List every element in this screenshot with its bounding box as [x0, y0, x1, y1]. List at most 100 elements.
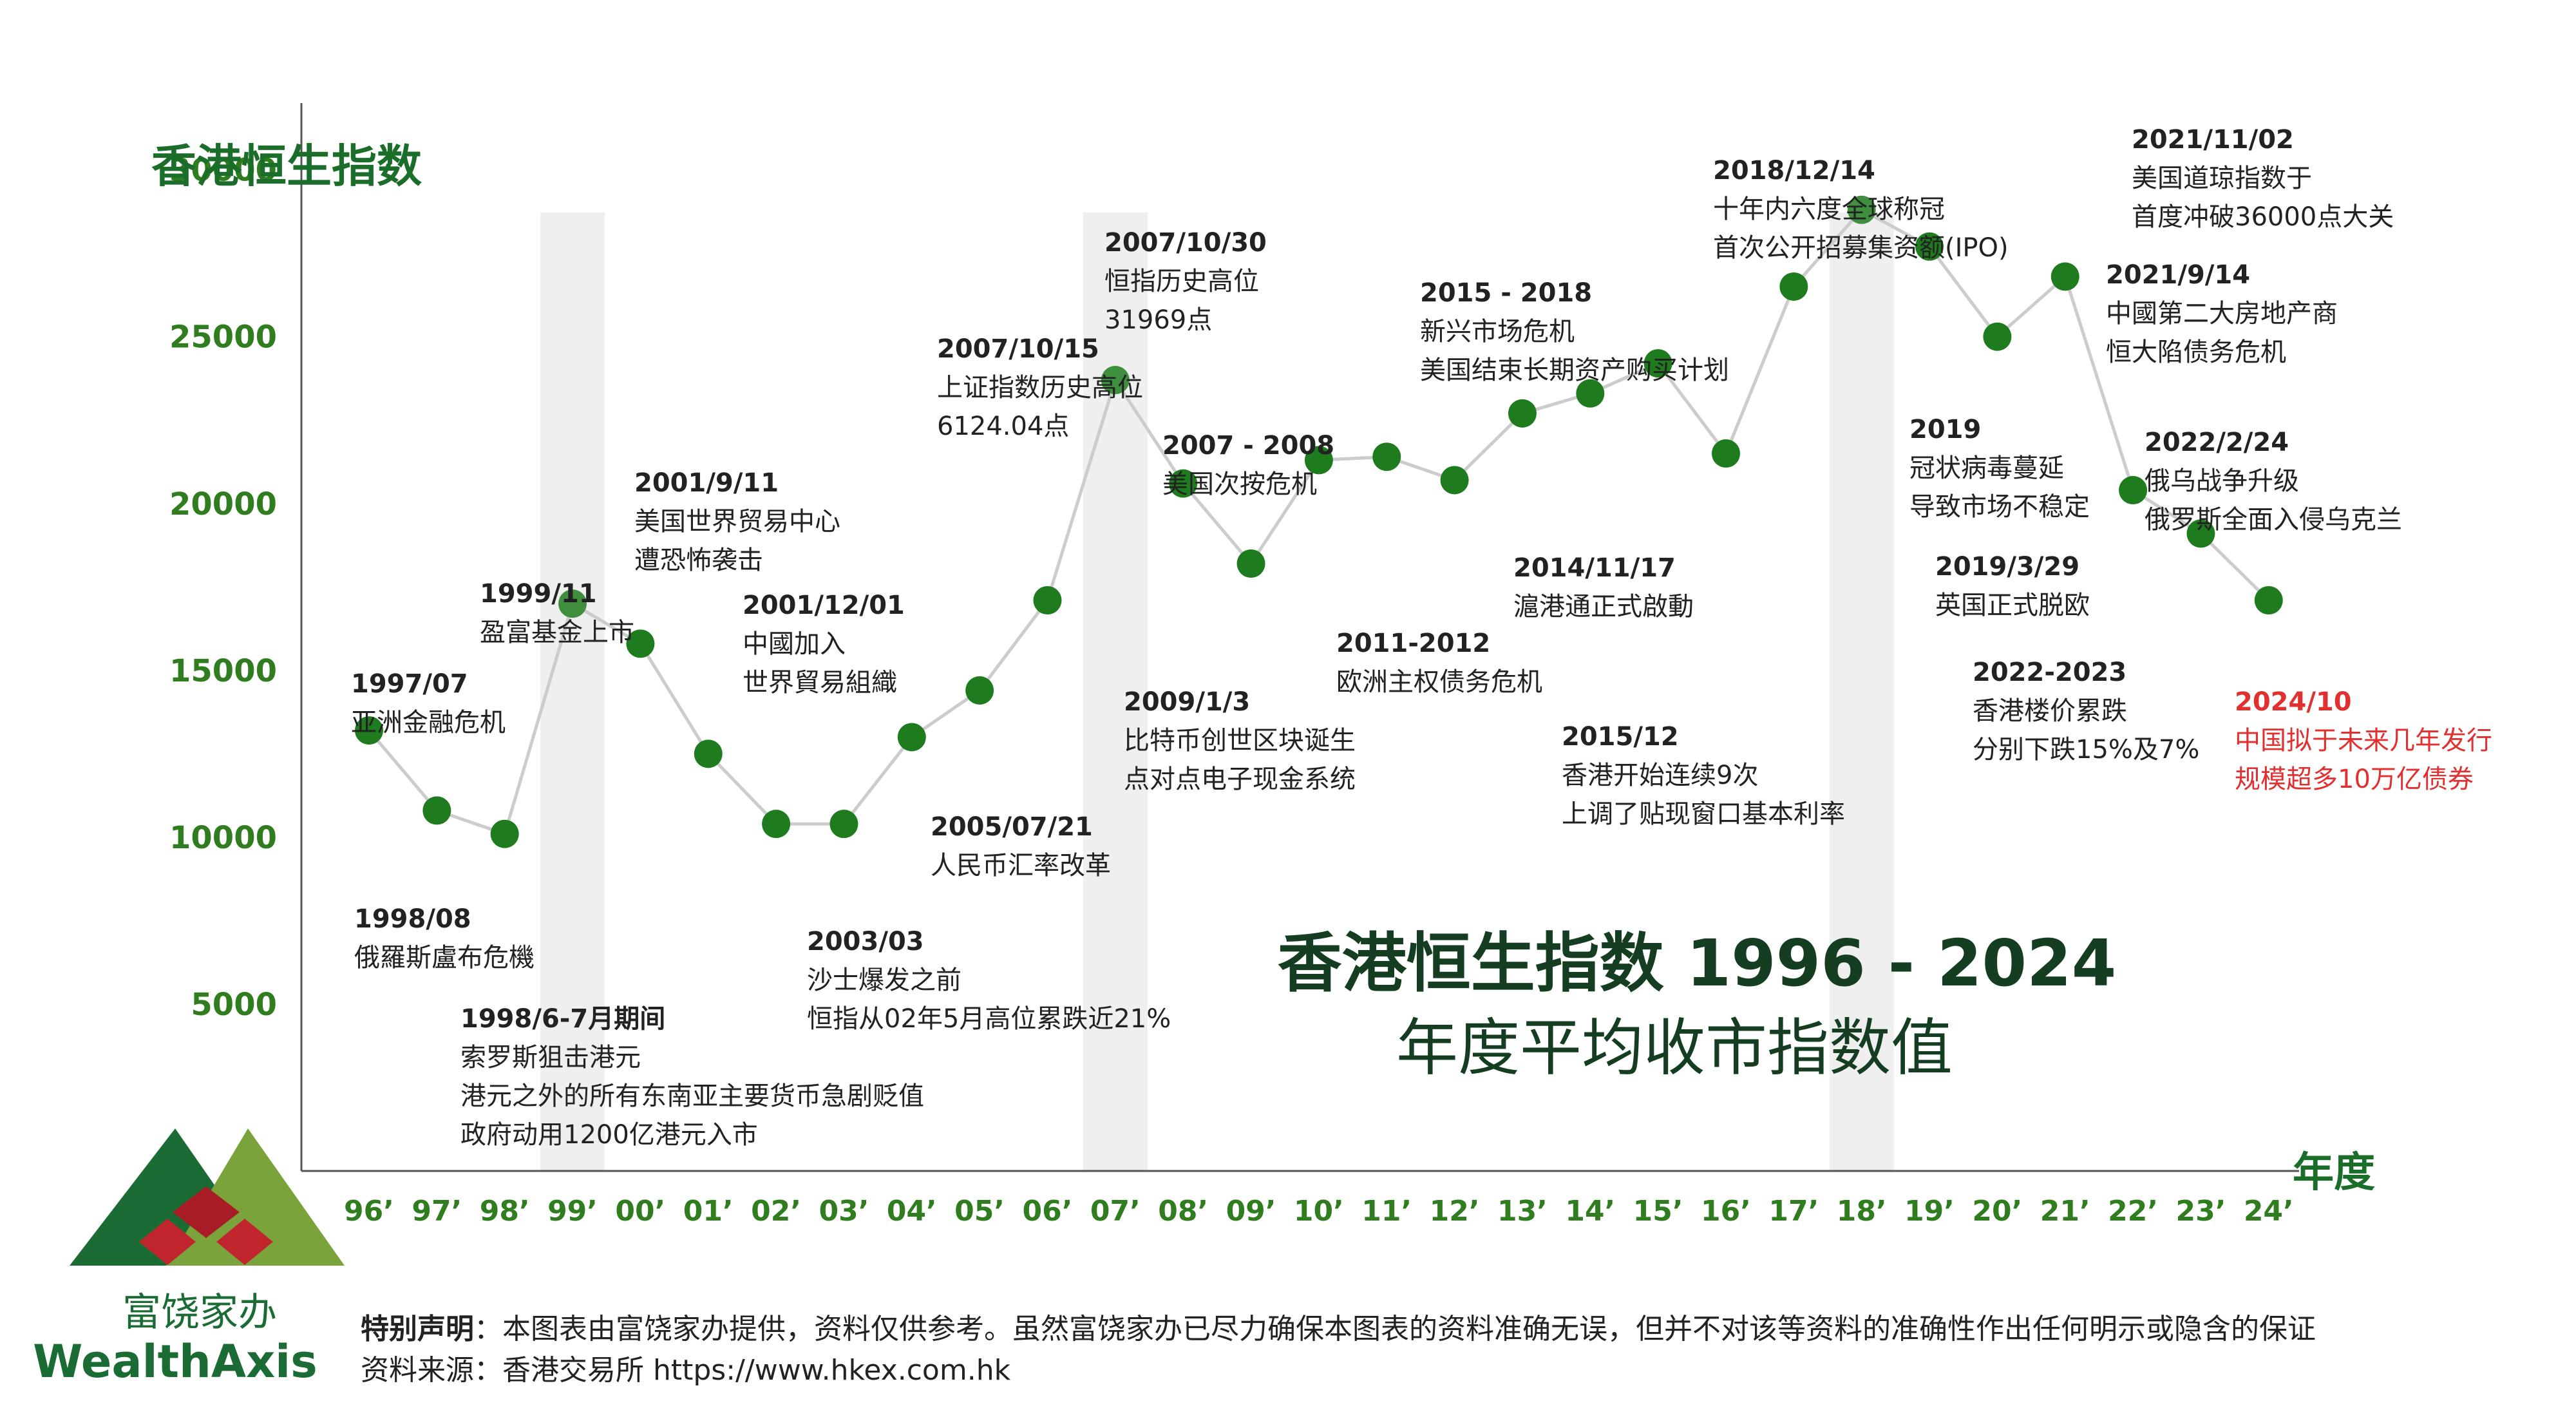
annotation-text: 沙士爆发之前	[807, 965, 961, 995]
data-point-7	[829, 810, 858, 839]
y-tick-label-4: 25000	[169, 319, 277, 356]
y-tick-label-5: 30000	[169, 153, 277, 189]
x-tick-label-24: 20’	[1972, 1195, 2022, 1228]
data-point-23	[1915, 232, 1944, 261]
annotation-text: 香港开始连续9次	[1562, 761, 1758, 790]
data-point-5	[694, 739, 723, 768]
x-tick-label-21: 17’	[1768, 1195, 1819, 1228]
data-point-1	[422, 796, 451, 825]
annotation-date: 2018/12/14	[1713, 156, 1875, 185]
x-tick-label-17: 13’	[1497, 1195, 1548, 1228]
annotation-date: 1999/11	[480, 579, 597, 609]
x-tick-label-6: 02’	[751, 1195, 801, 1228]
data-point-4	[626, 629, 655, 658]
annotation-text: 滬港通正式啟動	[1513, 592, 1694, 622]
x-tick-label-2: 98’	[480, 1195, 530, 1228]
y-tick-label-3: 20000	[169, 486, 277, 522]
y-tick-label-2: 15000	[169, 653, 277, 689]
chart-subtitle: 年度平均收市指数值	[1396, 1012, 1953, 1084]
annotation-text: 政府动用1200亿港元入市	[460, 1120, 758, 1150]
annotation-date: 2021/11/02	[2132, 125, 2294, 155]
annotation-text: 香港楼价累跌	[1973, 696, 2127, 726]
x-axis-title: 年度	[2293, 1149, 2375, 1197]
annotation-text: 世界貿易組織	[743, 668, 897, 698]
annotation-text: 中国拟于未来几年发行	[2235, 726, 2492, 756]
annotation-text: 分别下跌15%及7%	[1973, 735, 2199, 765]
annotation-date: 2007/10/30	[1104, 228, 1267, 258]
data-point-2	[490, 819, 519, 848]
x-tick-label-13: 09’	[1226, 1195, 1276, 1228]
x-tick-label-12: 08’	[1158, 1195, 1208, 1228]
annotation-date: 2021/9/14	[2106, 260, 2250, 290]
data-point-8	[897, 723, 926, 752]
annotation-13: 2014/11/17 滬港通正式啟動	[1513, 553, 1694, 622]
annotation-date: 2011-2012	[1336, 629, 1490, 658]
y-tick-labels: 5000 10000 15000 20000 25000 30000	[169, 153, 277, 1023]
data-point-0	[355, 716, 383, 745]
annotation-text: 比特币创世区块诞生	[1124, 726, 1356, 756]
x-tick-label-27: 23’	[2175, 1195, 2226, 1228]
x-tick-label-25: 21’	[2040, 1195, 2090, 1228]
annotation-date: 2014/11/17	[1513, 553, 1676, 583]
axes	[300, 103, 2299, 1172]
annotation-text: 恒指历史高位	[1104, 267, 1259, 296]
data-point-26	[2119, 476, 2148, 505]
x-tick-label-26: 22’	[2108, 1195, 2158, 1228]
annotation-text: 6124.04点	[937, 412, 1069, 441]
x-tick-label-15: 11’	[1361, 1195, 1412, 1228]
highlight-band-0	[540, 213, 605, 1171]
x-tick-label-18: 14’	[1565, 1195, 1615, 1228]
annotation-date: 2001/12/01	[743, 591, 905, 620]
annotation-text: 规模超多10万亿债券	[2235, 765, 2474, 794]
annotation-text: 俄羅斯盧布危機	[354, 943, 535, 973]
data-point-21	[1779, 272, 1808, 301]
data-point-11	[1101, 366, 1130, 395]
annotation-date: 2009/1/3	[1124, 687, 1250, 717]
data-point-22	[1847, 195, 1876, 224]
annotations: 1997/07 亚洲金融危机 1998/08 俄羅斯盧布危機 1998/6-7月期间索罗…	[351, 125, 2492, 1150]
data-point-24	[1983, 322, 2012, 351]
chart-title: 香港恒生指数 1996 - 2024	[1278, 926, 2117, 1001]
x-tick-label-4: 00’	[615, 1195, 665, 1228]
annotation-text: 美国道琼指数于	[2132, 164, 2312, 193]
data-point-27	[2186, 519, 2215, 548]
annotation-text: 上调了贴现窗口基本利率	[1562, 799, 1845, 829]
annotation-date: 1997/07	[351, 669, 468, 699]
annotation-0: 1997/07 亚洲金融危机	[351, 669, 506, 737]
annotation-text: 恒指从02年5月高位累跌近21%	[807, 1004, 1171, 1034]
logo: 富饶家办 WealthAxis	[33, 1128, 345, 1388]
annotation-date: 2003/03	[807, 927, 924, 956]
source-line: 资料来源：香港交易所 https://www.hkex.com.hk	[361, 1354, 1011, 1387]
x-tick-label-0: 96’	[344, 1195, 394, 1228]
logo-diamond-top	[173, 1186, 240, 1238]
data-point-20	[1712, 439, 1740, 468]
data-point-10	[1033, 586, 1062, 615]
data-point-3	[558, 589, 587, 618]
y-tick-label-1: 10000	[169, 820, 277, 856]
annotation-date: 2001/9/11	[634, 468, 779, 498]
data-point-12	[1169, 469, 1198, 498]
annotation-text: 人民币汇率改革	[931, 851, 1111, 880]
annotation-text: 美国结束长期资产购买计划	[1420, 356, 1729, 385]
annotation-date: 2015 - 2018	[1420, 278, 1592, 308]
annotation-date: 2005/07/21	[931, 812, 1093, 842]
y-tick-label-0: 5000	[191, 987, 277, 1023]
annotation-text: 点对点电子现金系统	[1124, 765, 1356, 794]
x-tick-label-8: 04’	[887, 1195, 937, 1228]
annotation-text: 新兴市场危机	[1420, 317, 1575, 347]
x-tick-label-11: 07’	[1090, 1195, 1141, 1228]
data-point-15	[1372, 442, 1401, 471]
data-point-13	[1236, 549, 1265, 578]
annotation-date: 2022/2/24	[2145, 428, 2289, 457]
annotation-3: 1999/11 盈富基金上市	[480, 579, 634, 647]
